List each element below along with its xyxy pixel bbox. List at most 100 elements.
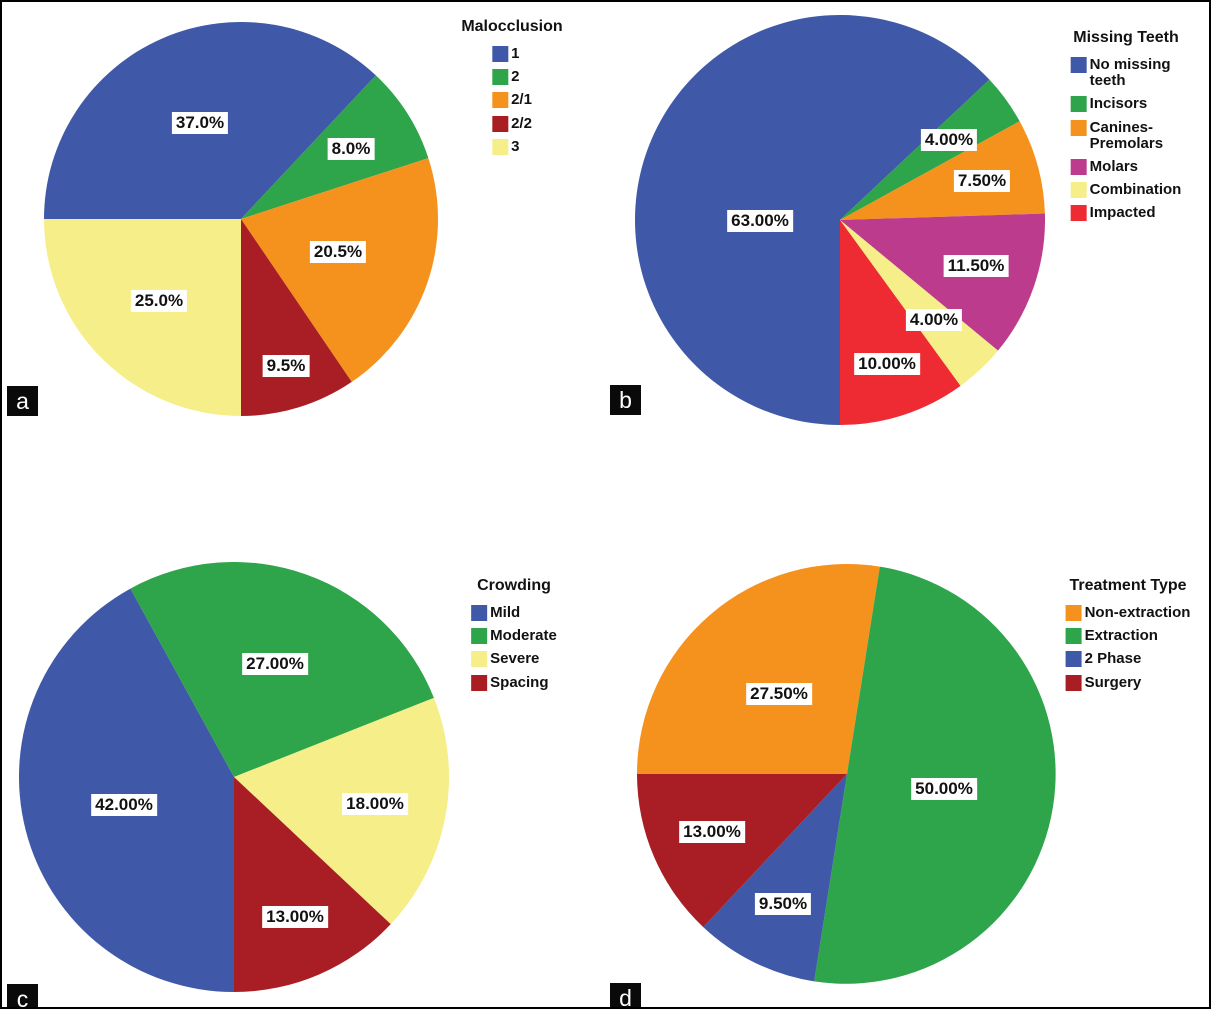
legend-item-label: Impacted — [1089, 204, 1156, 222]
pie-chart-b — [635, 15, 1045, 425]
legend-title: Crowding — [477, 577, 551, 594]
legend-item-mild: Mild — [471, 604, 557, 621]
legend-swatch-icon — [471, 651, 488, 668]
pie-slice-canines-premolars — [840, 121, 1045, 220]
legend-swatch-icon — [1070, 182, 1087, 199]
legend-items: Non-extraction Extraction 2 Phase Surgery — [1065, 604, 1191, 691]
pie-slice-surgery — [637, 774, 847, 928]
legend-items: No missing teeth Incisors Canines- Premola… — [1070, 56, 1182, 222]
pie-slice-3 — [44, 219, 241, 416]
legend-item-2-2: 2/2 — [492, 114, 532, 132]
legend-item-spacing: Spacing — [471, 674, 557, 691]
legend-swatch-icon — [492, 46, 509, 62]
panel-letter-badge-a: a — [7, 386, 38, 416]
legend-item-canines-premolars: Canines- Premolars — [1070, 119, 1182, 152]
legend-item-label: Combination — [1089, 181, 1182, 199]
legend-swatch-icon — [1070, 119, 1087, 136]
legend-item-1: 1 — [492, 45, 532, 62]
panel-letter-badge-d: d — [610, 983, 641, 1007]
legend-item-moderate: Moderate — [471, 627, 557, 645]
legend-items: 1 2 2/1 2/2 3 — [492, 45, 532, 155]
pie-slice-2-phase — [703, 774, 847, 982]
legend-swatch-icon — [1070, 96, 1087, 113]
slice-percent-label-1: 37.0% — [171, 112, 229, 134]
slice-percent-label-non-extraction: 27.50% — [746, 683, 812, 705]
legend-item-label: Surgery — [1084, 673, 1142, 691]
legend-swatch-icon — [1065, 674, 1082, 691]
legend-item-impacted: Impacted — [1070, 204, 1182, 222]
pie-slice-2-1 — [241, 158, 438, 382]
pie-slice-2-2 — [241, 219, 352, 416]
legend-item-label: Severe — [490, 650, 540, 668]
legend-item-label: 2/1 — [511, 91, 532, 109]
legend-swatch-icon — [471, 628, 488, 645]
legend-b: Missing Teeth No missing teeth Incisors Ca… — [1070, 29, 1182, 229]
legend-swatch-icon — [1070, 57, 1087, 73]
legend-item-severe: Severe — [471, 650, 557, 668]
slice-percent-label-moderate: 27.00% — [242, 653, 308, 675]
legend-item-label: Extraction — [1084, 627, 1158, 645]
slice-percent-label-spacing: 13.00% — [262, 906, 328, 928]
pie-slice-2 — [241, 75, 429, 219]
legend-c: Crowding Mild Moderate Severe Spacing — [471, 577, 557, 698]
slice-percent-label-2-2: 9.5% — [262, 355, 310, 377]
slice-percent-label-no-missing-teeth: 63.00% — [727, 210, 793, 232]
legend-item-2: 2 — [492, 68, 532, 86]
slice-percent-label-canines-premolars: 7.50% — [953, 170, 1011, 192]
pie-slice-incisors — [840, 79, 1020, 220]
slice-percent-label-2-phase: 9.50% — [754, 893, 812, 915]
legend-swatch-icon — [1070, 158, 1087, 175]
legend-item-label: Mild — [490, 604, 521, 621]
legend-item-2-phase: 2 Phase — [1065, 651, 1191, 668]
pie-chart-d — [637, 564, 1056, 984]
legend-item-label: 2 — [511, 68, 520, 86]
legend-item-surgery: Surgery — [1065, 673, 1191, 691]
legend-item-extraction: Extraction — [1065, 627, 1191, 645]
legend-swatch-icon — [492, 138, 509, 155]
legend-item-molars: Molars — [1070, 157, 1182, 175]
legend-item-label: 1 — [511, 45, 520, 62]
pie-slice-impacted — [840, 220, 961, 425]
legend-item-label: 2/2 — [511, 114, 532, 132]
slice-percent-label-impacted: 10.00% — [854, 353, 920, 375]
legend-items: Mild Moderate Severe Spacing — [471, 604, 557, 691]
pie-chart-c — [19, 562, 449, 992]
slice-percent-label-extraction: 50.00% — [911, 778, 977, 800]
legend-swatch-icon — [492, 69, 509, 86]
legend-item-label: Incisors — [1089, 95, 1148, 113]
pie-slice-combination — [840, 220, 998, 386]
legend-item-label: Molars — [1089, 157, 1139, 175]
slice-percent-label-incisors: 4.00% — [920, 129, 978, 151]
legend-swatch-icon — [492, 92, 509, 109]
pie-slice-spacing — [234, 777, 391, 992]
legend-swatch-icon — [492, 115, 509, 132]
legend-item-incisors: Incisors — [1070, 95, 1182, 113]
slice-percent-label-combination: 4.00% — [905, 309, 963, 331]
legend-item-label: Non-extraction — [1084, 604, 1191, 621]
legend-item-2-1: 2/1 — [492, 91, 532, 109]
legend-swatch-icon — [1070, 205, 1087, 222]
slice-percent-label-severe: 18.00% — [342, 793, 408, 815]
pie-slice-extraction — [814, 566, 1056, 984]
panel-letter-badge-c: c — [7, 984, 38, 1007]
slice-percent-label-mild: 42.00% — [91, 794, 157, 816]
legend-swatch-icon — [1065, 651, 1082, 668]
pie-slice-molars — [840, 213, 1045, 351]
legend-swatch-icon — [1065, 605, 1082, 621]
legend-item-label: 3 — [511, 137, 520, 155]
legend-title: Treatment Type — [1069, 577, 1187, 594]
slice-percent-label-2: 8.0% — [327, 138, 375, 160]
pie-chart-a — [44, 22, 438, 416]
legend-item-combination: Combination — [1070, 181, 1182, 199]
panel-letter-badge-b: b — [610, 385, 641, 415]
pie-slice-1 — [44, 22, 376, 219]
legend-item-3: 3 — [492, 137, 532, 155]
legend-title: Missing Teeth — [1073, 29, 1179, 46]
legend-item-label: Moderate — [490, 627, 557, 645]
legend-a: Malocclusion 1 2 2/1 2/2 3 — [461, 18, 563, 162]
legend-title: Malocclusion — [461, 18, 563, 35]
